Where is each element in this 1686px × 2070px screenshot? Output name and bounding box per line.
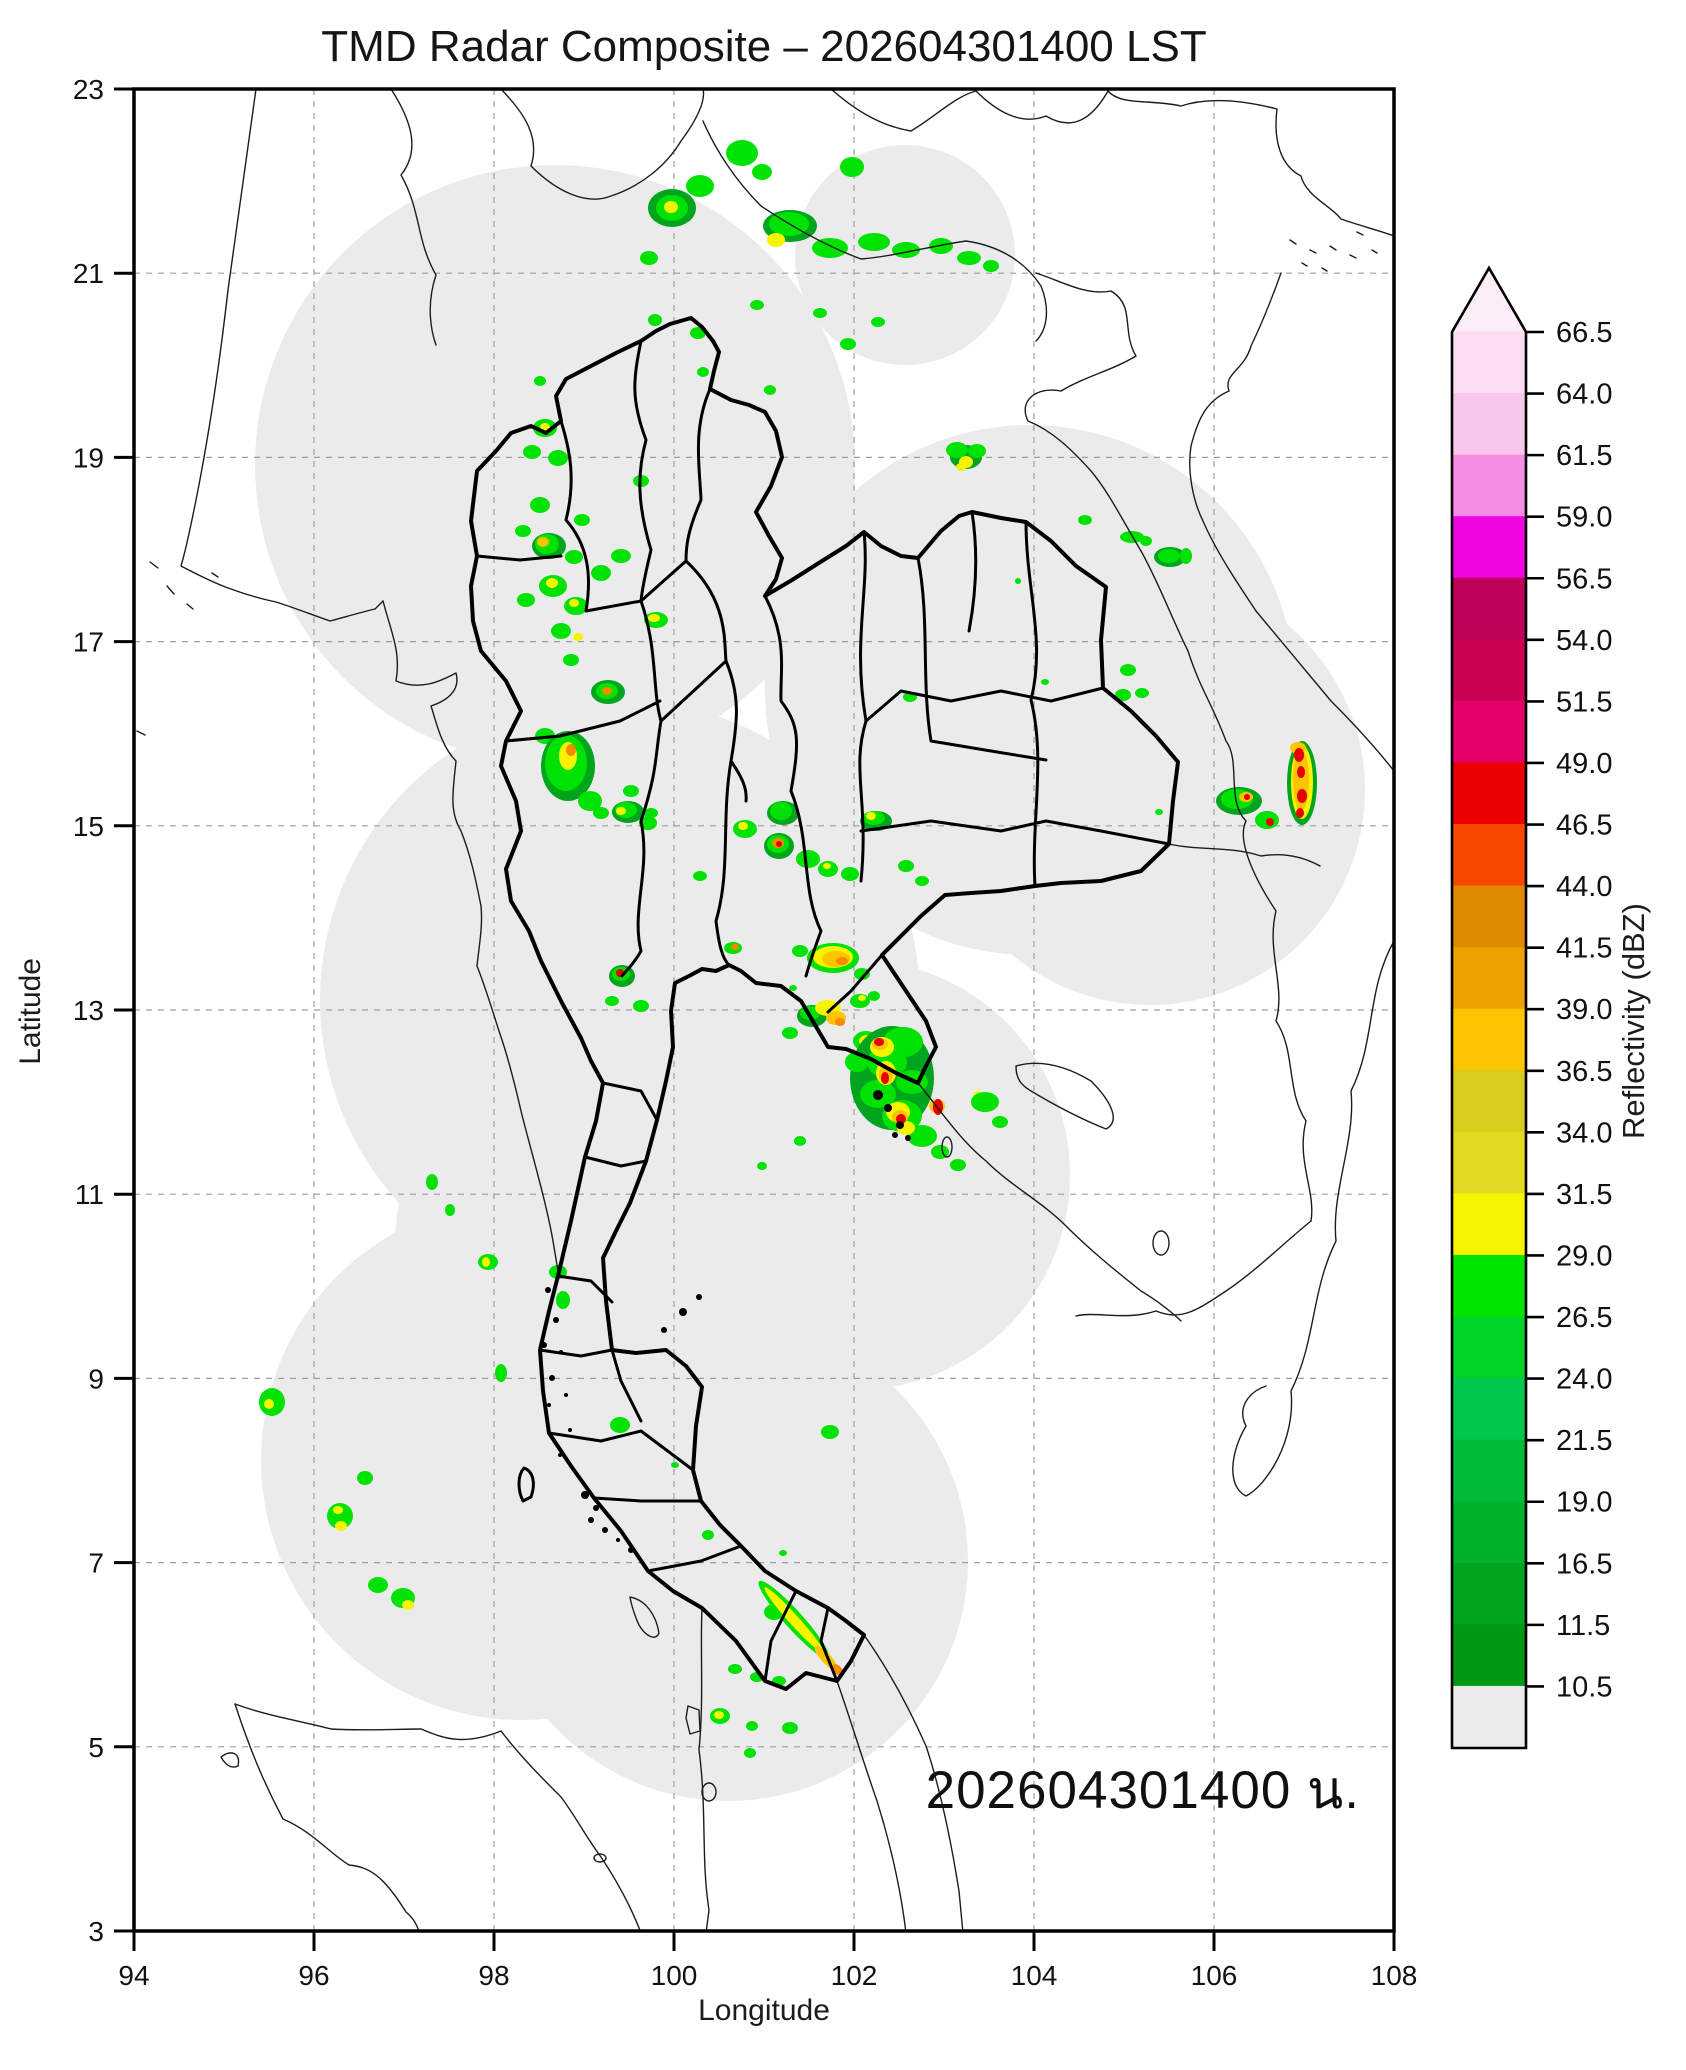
y-tick-label: 15 (73, 811, 104, 842)
andaman-island-specks (136, 561, 219, 736)
sumatra-west-coast (234, 1703, 420, 1931)
myanmar-coast-south (382, 600, 559, 1272)
x-axis-ticks: 94 96 98 100 102 104 106 108 (118, 1931, 1417, 1991)
colorbar-tick-label: 11.5 (1556, 1610, 1610, 1642)
y-tick-label: 21 (73, 258, 104, 289)
colorbar-tick-label: 56.5 (1556, 563, 1612, 595)
colorbar-tick-label: 49.0 (1556, 748, 1612, 780)
colorbar-tick-label: 66.5 (1556, 317, 1612, 349)
malaysia-east-coast (863, 1634, 964, 1931)
langkawi-island (685, 1705, 701, 1735)
colorbar-tick-label: 39.0 (1556, 994, 1612, 1026)
x-tick-label: 100 (651, 1960, 698, 1991)
y-tick-label: 9 (88, 1363, 104, 1394)
colorbar-tick-label: 26.5 (1556, 1302, 1612, 1334)
songkhla-lake (629, 1596, 660, 1638)
y-tick-label: 13 (73, 995, 104, 1026)
colorbar-tick-label: 34.0 (1556, 1117, 1612, 1149)
colorbar-tick-label: 24.0 (1556, 1364, 1612, 1396)
colorbar-tick-label: 16.5 (1556, 1548, 1612, 1580)
radar-coverage-circles (255, 145, 1365, 1801)
colorbar-tick-label: 61.5 (1556, 440, 1612, 472)
china-myanmar-border (500, 89, 705, 200)
x-axis-label: Longitude (698, 1994, 830, 2027)
x-tick-label: 106 (1191, 1960, 1238, 1991)
colorbar-tick-label: 19.0 (1556, 1487, 1612, 1519)
colorbar-tick-label: 36.5 (1556, 1056, 1612, 1088)
x-tick-label: 98 (478, 1960, 509, 1991)
ko-kut-island (941, 1136, 953, 1158)
y-axis-ticks: 3 5 7 9 11 13 15 17 19 21 23 (73, 74, 134, 1947)
province-boundaries (475, 339, 1171, 1683)
laos-vietnam-border (1024, 272, 1313, 1222)
thailand-province-borders (469, 316, 1180, 1691)
myanmar-laos-border (702, 120, 1048, 342)
y-tick-label: 17 (73, 627, 104, 658)
y-tick-label: 7 (88, 1548, 104, 1579)
colorbar-tick-label: 29.0 (1556, 1240, 1612, 1272)
laos-cambodia-border (1168, 843, 1321, 867)
india-myanmar-border (390, 89, 437, 346)
colorbar-label: Reflectivity (dBZ) (1616, 903, 1651, 1139)
x-tick-label: 96 (298, 1960, 329, 1991)
china-vietnam-border (830, 89, 1109, 132)
cambodia-coast (917, 1082, 1182, 1322)
colorbar: 66.5 64.0 61.5 59.0 56.5 54.0 51.5 49.0 46.5 44.0… (1450, 265, 1612, 1750)
radar-echo-cells (259, 140, 1317, 1758)
y-tick-label: 11 (75, 1179, 104, 1210)
colorbar-tick-label: 10.5 (1556, 1671, 1612, 1703)
neighbor-country-borders (136, 89, 1394, 1931)
thailand-outline (469, 316, 1180, 1691)
myanmar-coast-north (180, 89, 384, 622)
y-axis-label: Latitude (14, 958, 47, 1065)
colorbar-tick-label: 59.0 (1556, 502, 1612, 534)
vietnam-china-coastline (1107, 90, 1394, 237)
colorbar-tick-label: 31.5 (1556, 1179, 1612, 1211)
phu-quoc-island (1152, 1230, 1170, 1256)
cambodia-vietnam-border (1075, 1220, 1312, 1317)
vietnam-coast (1189, 272, 1394, 772)
colorbar-tick-label: 64.0 (1556, 379, 1612, 411)
colorbar-tick-label: 41.5 (1556, 933, 1612, 965)
islet-southeast (593, 1853, 607, 1863)
x-tick-label: 102 (831, 1960, 878, 1991)
penang-island (701, 1782, 717, 1802)
x-tick-label: 104 (1011, 1960, 1058, 1991)
colorbar-tick-label: 46.5 (1556, 810, 1612, 842)
colorbar-tick-label: 51.5 (1556, 686, 1612, 718)
malaysia-west-coast (698, 1607, 710, 1931)
x-tick-label: 94 (118, 1960, 149, 1991)
colorbar-tick-label: 54.0 (1556, 625, 1612, 657)
mekong-delta-coast (1232, 940, 1394, 1497)
x-tick-label: 108 (1371, 1960, 1418, 1991)
y-tick-label: 5 (88, 1732, 104, 1763)
y-tick-label: 19 (73, 442, 104, 473)
y-tick-label: 3 (88, 1916, 104, 1947)
sumatra-east-coast (234, 1703, 641, 1931)
halong-island-specks (1289, 231, 1378, 272)
figure-title: TMD Radar Composite – 202604301400 LST (321, 22, 1207, 71)
timestamp-annotation: 202604301400 น. (925, 1761, 1360, 1820)
tonle-sap-lake (1015, 1062, 1114, 1130)
phuket-island-outline (517, 1466, 535, 1503)
colorbar-tick-label: 44.0 (1556, 871, 1612, 903)
sumatra-tip-islet (220, 1752, 240, 1768)
malaysia-internal-border (836, 1680, 907, 1931)
y-tick-label: 23 (73, 74, 104, 105)
colorbar-tick-label: 21.5 (1556, 1425, 1612, 1457)
